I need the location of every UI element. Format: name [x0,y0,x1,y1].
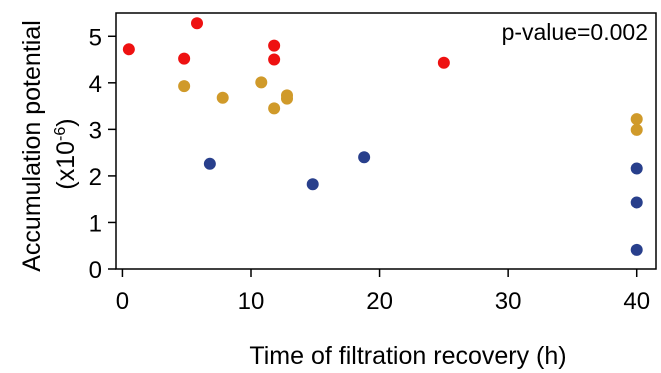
y-axis-title: Accumulation potential (x10-6) [18,20,80,272]
data-point [358,151,371,164]
x-tick-label: 30 [495,288,522,315]
y-tick-label: 3 [89,117,102,144]
x-axis-label: Time of filtration recovery (h) [249,342,566,370]
data-point [268,102,281,115]
data-point [306,178,319,191]
data-point [630,113,643,126]
data-point [630,123,643,136]
y-axis-label: Accumulation potential [18,20,46,272]
plot-frame [115,12,657,270]
data-point [437,56,450,69]
p-value-annotation: p-value=0.002 [502,19,648,45]
data-point [216,91,229,104]
y-axis: 0 1 2 3 4 5 [89,24,116,284]
data-point [630,243,643,256]
y-axis-unit: (x10-6) [52,118,80,189]
x-tick-label: 40 [623,288,650,315]
data-point [268,53,281,66]
y-tick-label: 0 [89,257,102,284]
data-point [630,162,643,175]
x-axis: 0 10 20 30 40 [116,269,650,315]
data-point [203,157,216,170]
x-tick-label: 20 [366,288,393,315]
data-point [268,39,281,52]
data-point [122,43,135,56]
data-point [178,52,191,65]
data-points [122,17,643,256]
y-tick-label: 2 [89,164,102,191]
data-point [630,196,643,209]
x-tick-label: 10 [238,288,265,315]
y-tick-label: 1 [89,210,102,237]
y-tick-label: 5 [89,24,102,51]
data-point [191,17,203,30]
y-tick-label: 4 [89,71,102,98]
data-point [281,92,293,105]
x-tick-label: 0 [116,288,129,315]
data-point [178,80,191,93]
data-point [255,76,268,89]
